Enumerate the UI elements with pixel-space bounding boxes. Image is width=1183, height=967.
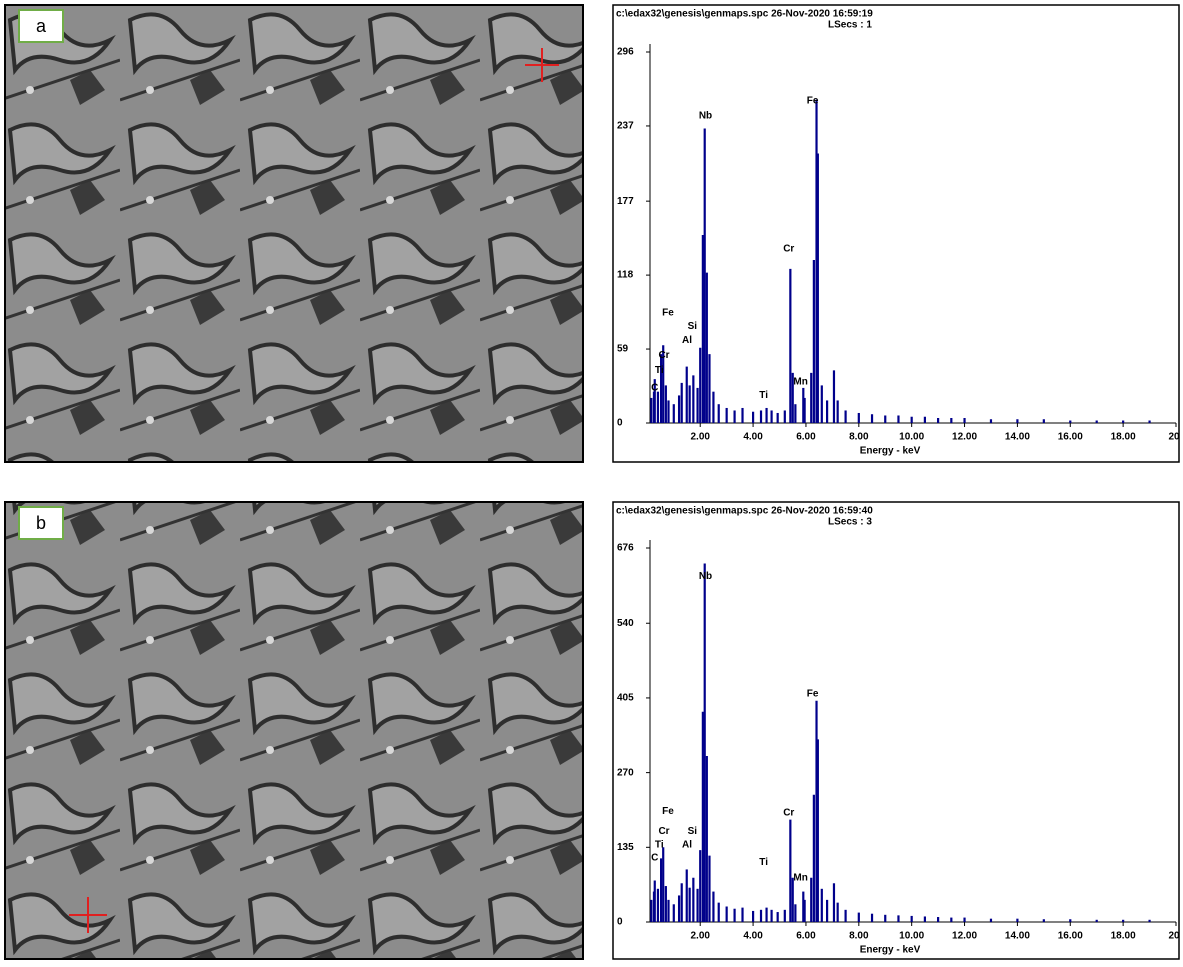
x-tick-label: 8.00 [849, 931, 869, 942]
peak-label: C [651, 852, 658, 863]
y-tick-label: 118 [617, 270, 634, 281]
peak-label: Fe [807, 689, 819, 700]
x-tick-label: 8.00 [849, 432, 869, 443]
peak-label: Cr [658, 350, 669, 361]
peak-label: Fe [662, 806, 674, 817]
y-tick-label: 540 [617, 618, 634, 629]
panel-label: b [36, 513, 46, 533]
y-tick-label: 270 [617, 767, 634, 778]
peak-label: Si [688, 826, 698, 837]
y-tick-label: 405 [617, 693, 634, 704]
x-tick-label: 10.00 [899, 432, 924, 443]
panel-label-box [18, 506, 64, 540]
chart-subtitle: LSecs : 1 [828, 20, 872, 31]
peak-label: Cr [783, 808, 794, 819]
peak-label: Ti [655, 840, 664, 851]
peak-label: Cr [783, 243, 794, 254]
x-tick-label: 4.00 [743, 432, 763, 443]
peak-label: Si [688, 321, 698, 332]
peak-label: Fe [807, 96, 819, 107]
chart-title: c:\edax32\genesis\genmaps.spc 26-Nov-202… [616, 9, 873, 20]
x-tick-label: 20 [1168, 931, 1180, 942]
x-tick-label: 18.00 [1111, 432, 1136, 443]
x-tick-label: 2.00 [690, 931, 710, 942]
x-tick-label: 20 [1168, 432, 1180, 443]
y-tick-label: 0 [617, 418, 623, 429]
x-tick-label: 6.00 [796, 432, 816, 443]
peak-label: Nb [699, 571, 712, 582]
x-tick-label: 10.00 [899, 931, 924, 942]
sem-image-a [4, 4, 584, 463]
chart-title: c:\edax32\genesis\genmaps.spc 26-Nov-202… [616, 506, 873, 517]
x-tick-label: 14.00 [1005, 931, 1030, 942]
peak-label: Ti [759, 857, 768, 868]
peak-label: Nb [699, 111, 712, 122]
x-tick-label: 4.00 [743, 931, 763, 942]
peak-label: Al [682, 335, 692, 346]
y-tick-label: 0 [617, 917, 623, 928]
x-tick-label: 16.00 [1058, 931, 1083, 942]
peak-label: Cr [658, 826, 669, 837]
chart-subtitle: LSecs : 3 [828, 517, 872, 528]
peak-label: Ti [655, 365, 664, 376]
panel-label-box [18, 9, 64, 43]
y-tick-label: 177 [617, 196, 634, 207]
x-tick-label: 2.00 [690, 432, 710, 443]
x-tick-label: 12.00 [952, 432, 977, 443]
x-tick-label: 6.00 [796, 931, 816, 942]
x-tick-label: 18.00 [1111, 931, 1136, 942]
x-axis-label: Energy - keV [860, 945, 921, 956]
x-tick-label: 12.00 [952, 931, 977, 942]
sem-image-b [4, 501, 584, 960]
x-tick-label: 16.00 [1058, 432, 1083, 443]
y-tick-label: 237 [617, 121, 634, 132]
peak-label: Al [682, 840, 692, 851]
peak-label: C [651, 383, 658, 394]
y-tick-label: 296 [617, 47, 634, 58]
peak-label: Ti [759, 390, 768, 401]
x-tick-label: 14.00 [1005, 432, 1030, 443]
y-tick-label: 59 [617, 344, 629, 355]
y-tick-label: 676 [617, 543, 634, 554]
x-axis-label: Energy - keV [860, 446, 921, 457]
peak-label: Mn [793, 872, 807, 883]
peak-label: Mn [793, 376, 807, 387]
peak-label: Fe [662, 307, 674, 318]
panel-label: a [36, 16, 47, 36]
y-tick-label: 135 [617, 842, 634, 853]
